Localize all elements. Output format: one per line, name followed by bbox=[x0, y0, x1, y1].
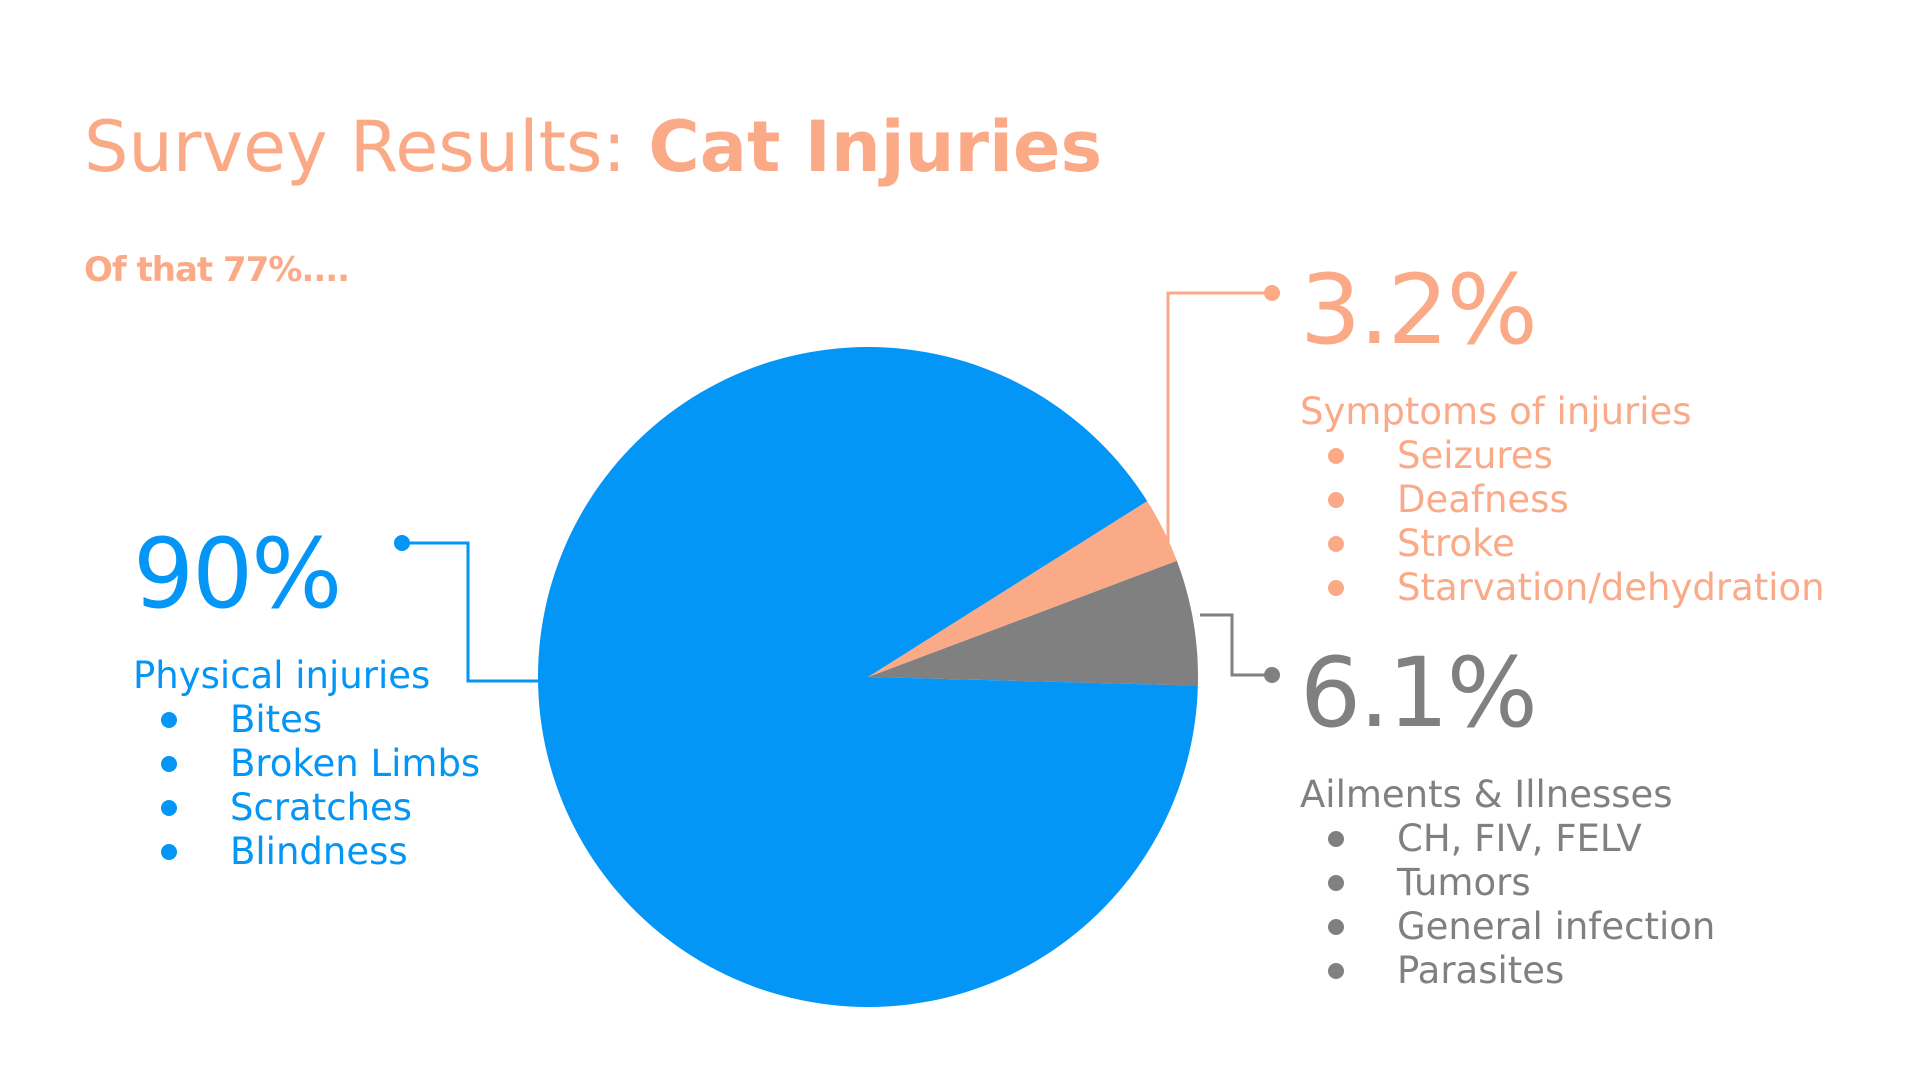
bullet-icon bbox=[161, 800, 177, 816]
pie-slices bbox=[537, 346, 1198, 1007]
bullet-icon bbox=[161, 844, 177, 860]
leader-dot-ailments bbox=[1264, 667, 1280, 683]
item-list-physical: Bites Broken Limbs Scratches Blindness bbox=[133, 698, 480, 874]
bullet-icon bbox=[161, 756, 177, 772]
bullet-icon bbox=[1328, 963, 1344, 979]
callout-symptoms: 3.2% Symptoms of injuries Seizures Deafn… bbox=[1300, 262, 1825, 610]
list-item: Bites bbox=[133, 698, 480, 742]
list-item: CH, FIV, FELV bbox=[1300, 817, 1715, 861]
bullet-icon bbox=[161, 712, 177, 728]
item-list-symptoms: Seizures Deafness Stroke Starvation/dehy… bbox=[1300, 434, 1825, 610]
bullet-icon bbox=[1328, 875, 1344, 891]
list-item: Blindness bbox=[133, 830, 480, 874]
list-item: Broken Limbs bbox=[133, 742, 480, 786]
list-item-text: Bites bbox=[230, 698, 323, 741]
category-heading-physical: Physical injuries bbox=[133, 654, 431, 697]
callout-ailments: 6.1% Ailments & Illnesses CH, FIV, FELV … bbox=[1300, 645, 1715, 993]
list-item-text: Tumors bbox=[1397, 861, 1531, 904]
bullet-icon bbox=[1328, 448, 1344, 464]
pie-slice-symptoms-of-injuries bbox=[868, 501, 1177, 677]
callout-physical: 90% Physical injuries Bites Broken Limbs… bbox=[133, 526, 480, 874]
list-item-text: Broken Limbs bbox=[230, 742, 481, 785]
leader-line-ailments bbox=[1200, 613, 1272, 677]
leader-dot-physical bbox=[394, 535, 410, 551]
list-item: Stroke bbox=[1300, 522, 1825, 566]
list-item: Scratches bbox=[133, 786, 480, 830]
list-item-text: Deafness bbox=[1397, 478, 1569, 521]
title-regular: Survey Results: bbox=[84, 106, 649, 188]
list-item-text: Scratches bbox=[230, 786, 413, 829]
leader-lines bbox=[394, 285, 1280, 683]
list-item-text: Seizures bbox=[1397, 434, 1553, 477]
list-item-text: Blindness bbox=[230, 830, 408, 873]
list-item-text: Starvation/dehydration bbox=[1397, 566, 1825, 609]
bullet-icon bbox=[1328, 492, 1344, 508]
list-item-text: Stroke bbox=[1397, 522, 1515, 565]
percent-label-symptoms: 3.2% bbox=[1300, 254, 1538, 366]
percent-label-ailments: 6.1% bbox=[1300, 637, 1538, 749]
bullet-icon bbox=[1328, 580, 1344, 596]
bullet-icon bbox=[1328, 919, 1344, 935]
item-list-ailments: CH, FIV, FELV Tumors General infection P… bbox=[1300, 817, 1715, 993]
list-item-text: Parasites bbox=[1397, 949, 1565, 992]
list-item: General infection bbox=[1300, 905, 1715, 949]
pie-slice-ailments-illnesses bbox=[868, 560, 1198, 686]
list-item: Starvation/dehydration bbox=[1300, 566, 1825, 610]
title-bold: Cat Injuries bbox=[648, 106, 1103, 188]
list-item: Seizures bbox=[1300, 434, 1825, 478]
list-item-text: CH, FIV, FELV bbox=[1397, 817, 1642, 860]
leader-line-physical bbox=[402, 541, 545, 683]
list-item: Deafness bbox=[1300, 478, 1825, 522]
list-item: Tumors bbox=[1300, 861, 1715, 905]
bullet-icon bbox=[1328, 831, 1344, 847]
category-heading-symptoms: Symptoms of injuries bbox=[1300, 390, 1692, 433]
pie-slice-physical-injuries bbox=[537, 346, 1198, 1007]
bullet-icon bbox=[1328, 536, 1344, 552]
leader-dot-symptoms bbox=[1264, 285, 1280, 301]
category-heading-ailments: Ailments & Illnesses bbox=[1300, 773, 1673, 816]
subtitle: Of that 77%.... bbox=[84, 250, 350, 290]
leader-line-symptoms bbox=[1166, 291, 1272, 555]
list-item-text: General infection bbox=[1397, 905, 1716, 948]
list-item: Parasites bbox=[1300, 949, 1715, 993]
percent-label-physical: 90% bbox=[133, 518, 342, 630]
page-title: Survey Results: Cat Injuries bbox=[84, 112, 1102, 182]
